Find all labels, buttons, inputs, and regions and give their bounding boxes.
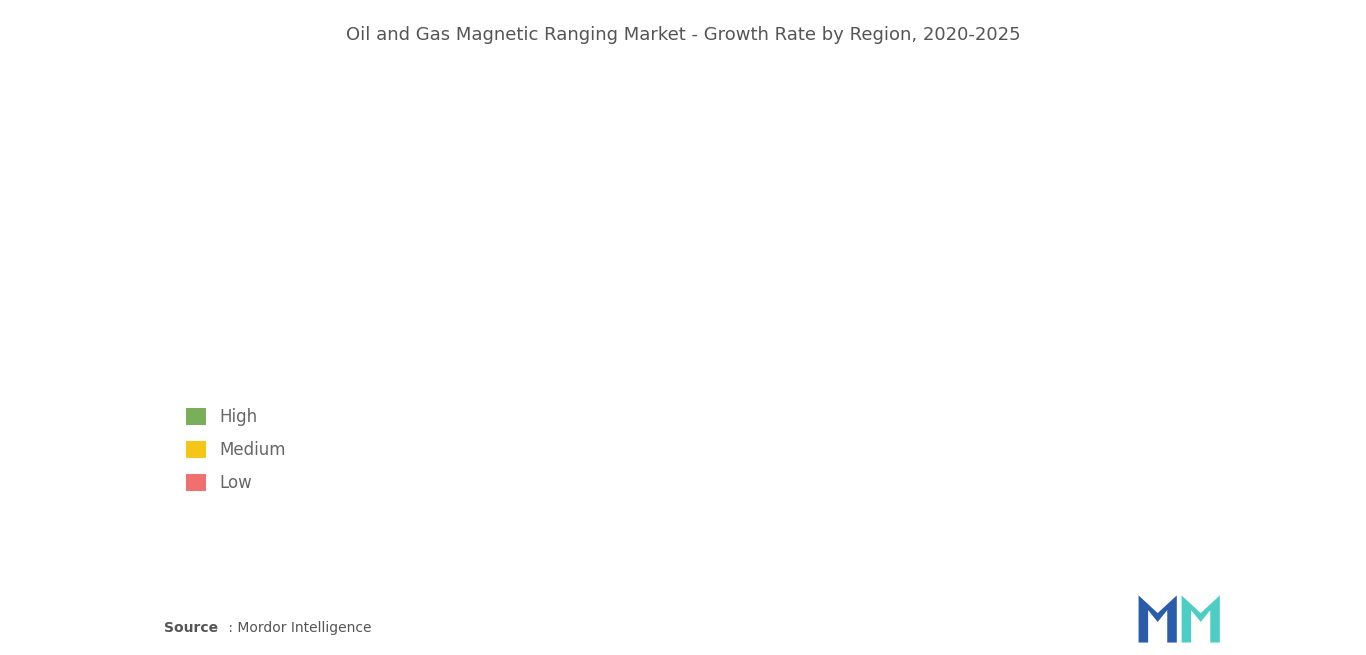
Text: Source: Source — [164, 622, 219, 635]
Text: : Mordor Intelligence: : Mordor Intelligence — [224, 622, 372, 635]
Legend: High, Medium, Low: High, Medium, Low — [179, 401, 292, 499]
Text: Oil and Gas Magnetic Ranging Market - Growth Rate by Region, 2020-2025: Oil and Gas Magnetic Ranging Market - Gr… — [346, 26, 1020, 44]
